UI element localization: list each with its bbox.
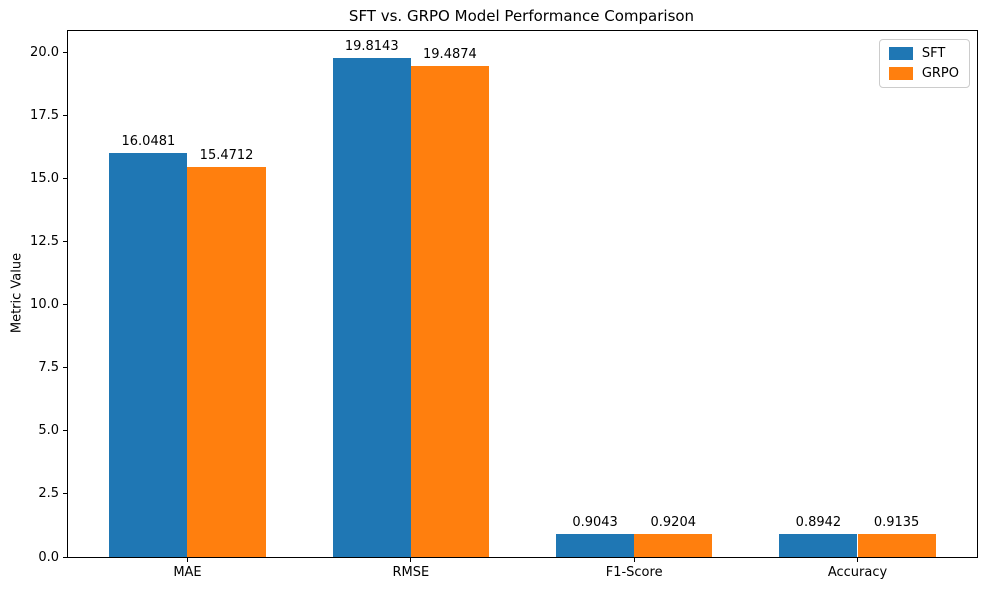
plot-area: SFT GRPO 0.0 2.5 5.0 7.5 10.0 12.5 15.0 17.5 20.0… [30,30,978,580]
bar-grpo-accuracy [857,533,936,557]
legend-swatch-icon [888,67,913,80]
y-tick-label: 12.5 [30,234,59,250]
bar-value-label: 16.0481 [121,133,176,149]
bar-sft-accuracy [779,534,858,557]
bar-value-label: 0.8942 [795,515,842,531]
legend-entry-grpo: GRPO [888,66,959,81]
y-tick-mark [63,115,68,117]
y-tick-label: 10.0 [30,297,59,313]
bar-value-label: 0.9135 [873,514,920,530]
bar-value-label: 0.9204 [650,514,697,530]
y-tick-label: 5.0 [38,423,59,439]
y-tick-label: 17.5 [30,108,59,124]
legend-entry-sft: SFT [888,46,959,61]
bar-value-label: 0.9043 [572,515,618,531]
bar-sft-f1-score [556,534,635,557]
y-tick-mark [63,430,68,432]
y-tick-mark [63,52,68,54]
legend-label: GRPO [921,66,959,81]
y-tick-mark [63,304,68,306]
x-tick-mark [633,557,635,562]
bar-value-label: 15.4712 [199,148,254,164]
legend: SFT GRPO [878,39,970,88]
y-tick-label: 2.5 [38,486,59,502]
bar-value-label: 19.4874 [423,46,477,62]
x-tick-mark [857,557,858,562]
x-tick-label-mae: MAE [173,565,202,580]
y-axis-label: Metric Value [9,252,25,334]
bar-grpo-rmse [410,65,489,557]
x-tick-mark [410,557,412,562]
y-tick-label: 20.0 [30,45,59,61]
x-tick-label-accuracy: Accuracy [827,565,888,580]
bar-value-label: 19.8143 [344,38,399,54]
y-tick-mark [63,367,68,369]
legend-label: SFT [921,46,946,61]
y-tick-label: 7.5 [38,360,59,376]
legend-swatch-icon [888,47,913,60]
x-tick-label-rmse: RMSE [392,565,430,580]
bar-sft-rmse [332,57,411,557]
chart-title: SFT vs. GRPO Model Performance Compariso… [348,7,695,25]
x-tick-label-f1-score: F1-Score [605,565,663,580]
y-tick-mark [63,493,68,495]
bar-grpo-f1-score [634,533,713,557]
x-tick-mark [186,557,188,562]
bar-grpo-mae [187,167,266,557]
y-tick-mark [63,241,68,243]
bar-sft-mae [109,152,188,557]
y-tick-mark [63,556,68,558]
y-tick-label: 15.0 [30,171,59,187]
y-tick-mark [63,178,68,180]
y-tick-label: 0.0 [38,549,59,565]
